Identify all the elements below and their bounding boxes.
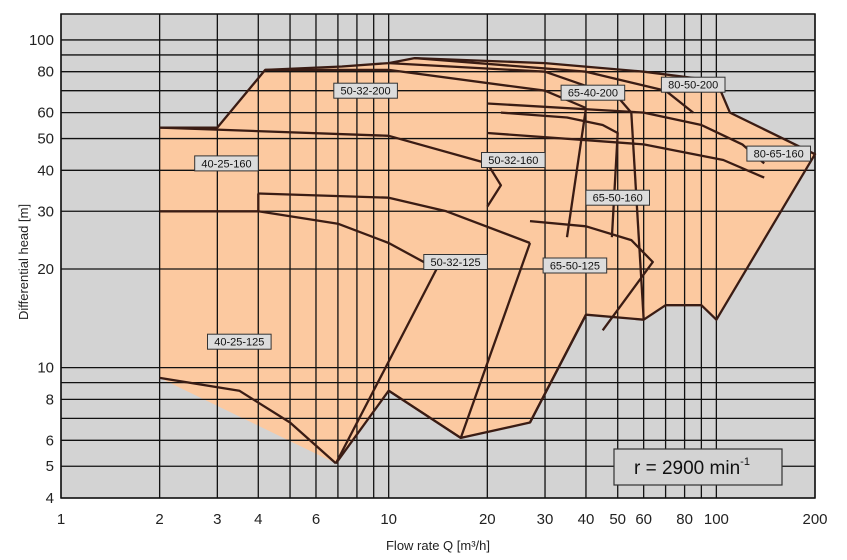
pump-curve — [388, 61, 633, 114]
plot-frame — [60, 13, 816, 499]
series-label-box — [585, 189, 651, 206]
x-tick-label: 6 — [312, 511, 320, 528]
pump-curve — [528, 314, 588, 424]
pump-curve — [500, 111, 619, 238]
x-tick-label: 200 — [802, 511, 827, 528]
series-label-text: 80-50-200 — [668, 80, 718, 92]
series-label-40-25-125: 40-25-125 — [207, 333, 272, 350]
pump-curve — [459, 242, 532, 439]
series-label-box — [333, 82, 398, 99]
y-tick-label: 40 — [37, 162, 54, 179]
series-label-text: 50-32-160 — [488, 155, 538, 167]
x-tick-label: 30 — [537, 511, 554, 528]
series-label-box — [560, 84, 626, 101]
series-label-50-32-160: 50-32-160 — [481, 152, 546, 168]
y-tick-label: 80 — [37, 64, 54, 81]
series-labels: 40-25-125 40-25-160 50-32-125 50-32-160 50-3… — [194, 76, 812, 350]
x-tick-label: 40 — [578, 511, 595, 528]
series-label-65-50-125: 65-50-125 — [542, 257, 608, 274]
series-label-box — [207, 333, 272, 350]
series-label-box — [423, 254, 488, 270]
y-tick-label: 10 — [37, 360, 54, 377]
y-tick-label: 20 — [37, 261, 54, 278]
x-tick-label: 2 — [155, 511, 163, 528]
series-label-50-32-125: 50-32-125 — [423, 254, 488, 270]
series-label-text: 50-32-125 — [431, 257, 481, 269]
x-tick-label: 80 — [676, 511, 693, 528]
series-label-80-50-200: 80-50-200 — [660, 76, 726, 93]
x-tick-label: 4 — [254, 511, 262, 528]
series-label-box — [542, 257, 608, 274]
x-tick-label: 3 — [213, 511, 221, 528]
series-label-65-50-160: 65-50-160 — [585, 189, 651, 206]
x-tick-label: 20 — [479, 511, 496, 528]
y-tick-label: 5 — [46, 458, 54, 475]
series-label-box — [481, 152, 546, 168]
y-tick-label: 50 — [37, 131, 54, 148]
series-label-50-32-200: 50-32-200 — [333, 82, 398, 99]
x-tick-label: 50 — [609, 511, 626, 528]
x-tick-label: 1 — [57, 511, 65, 528]
series-label-box — [194, 155, 259, 172]
series-label-text: 65-50-160 — [593, 193, 643, 205]
series-label-text: 65-50-125 — [550, 261, 600, 273]
x-tick-label: 60 — [635, 511, 652, 528]
y-tick-label: 4 — [46, 490, 54, 507]
pump-curve — [258, 192, 531, 245]
speed-annotation: r = 2900 min-1 — [613, 448, 783, 486]
series-label-text: 80-65-160 — [754, 149, 804, 161]
y-tick-label: 60 — [37, 105, 54, 122]
x-tick-label: 100 — [704, 511, 729, 528]
series-label-65-40-200: 65-40-200 — [560, 84, 626, 101]
speed-annotation-box — [613, 448, 783, 486]
pump-curve — [630, 112, 645, 320]
series-label-text: 65-40-200 — [568, 88, 618, 100]
pump-curve — [487, 131, 765, 179]
pump-curve — [565, 107, 588, 238]
y-axis-title: Differential head [m] — [16, 204, 31, 320]
x-axis-title: Flow rate Q [m³/h] — [386, 538, 490, 553]
pump-curve — [529, 219, 654, 331]
series-label-box — [660, 76, 726, 93]
x-tick-labels: 1 2 3 4 6 10 20 30 40 50 60 80 100 200 — [57, 511, 828, 528]
series-label-80-65-160: 80-65-160 — [746, 145, 812, 162]
pump-curve — [388, 389, 462, 439]
speed-annotation-text: r = 2900 min-1 — [634, 456, 750, 479]
y-tick-label: 30 — [37, 203, 54, 220]
pump-curve — [334, 268, 438, 464]
pump-curve — [159, 210, 438, 271]
y-tick-labels: 4 5 6 8 10 20 30 40 50 60 80 100 — [29, 32, 54, 507]
series-label-text: 40-25-160 — [201, 158, 251, 170]
series-label-text: 40-25-125 — [214, 337, 264, 349]
series-label-text: 50-32-200 — [341, 86, 391, 98]
y-tick-label: 8 — [46, 391, 54, 408]
pump-curve — [159, 376, 337, 465]
series-label-40-25-160: 40-25-160 — [194, 155, 259, 172]
y-tick-label: 100 — [29, 32, 54, 49]
y-tick-label: 6 — [46, 432, 54, 449]
pump-curve — [414, 56, 694, 114]
x-tick-label: 10 — [380, 511, 397, 528]
series-label-box — [746, 145, 812, 162]
